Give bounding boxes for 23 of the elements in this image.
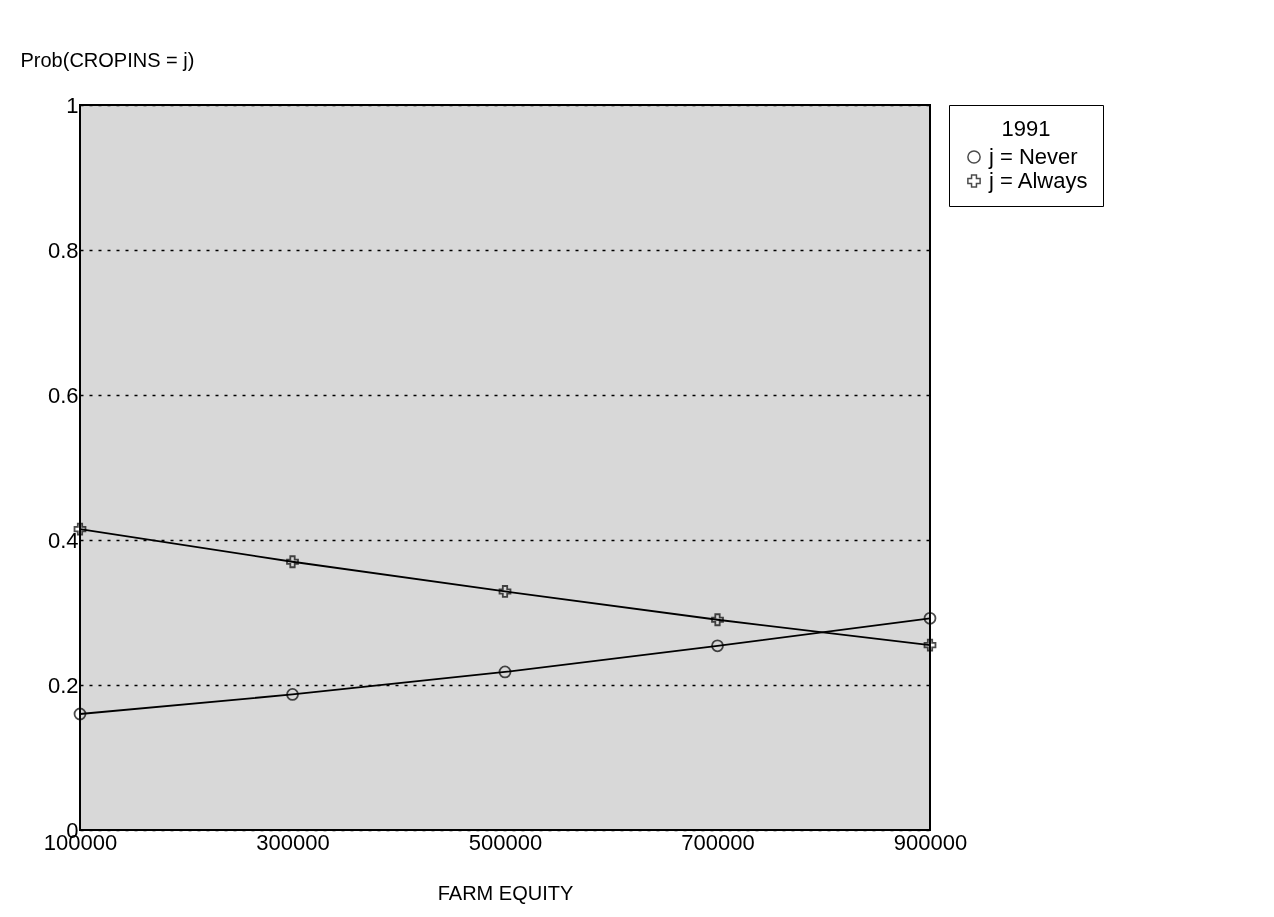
point xyxy=(498,585,512,598)
y-tick-label: 0.2 xyxy=(47,672,79,698)
point xyxy=(286,555,299,569)
x-tick-label: 500000 xyxy=(468,829,543,855)
point xyxy=(711,639,724,653)
point xyxy=(286,688,299,701)
x-tick-label: 300000 xyxy=(256,829,330,855)
y-tick-label: 0.4 xyxy=(47,527,79,553)
point xyxy=(711,613,724,627)
x-axis-title: FARM EQUITY xyxy=(437,881,574,904)
point xyxy=(73,707,87,721)
x-tick-label: 900000 xyxy=(893,829,968,855)
point xyxy=(498,665,512,679)
point xyxy=(923,611,937,625)
y-tick-label: 0.6 xyxy=(47,382,79,408)
x-tick-label: 700000 xyxy=(681,829,755,855)
y-tick-label: 1 xyxy=(66,92,79,118)
y-axis-title: Prob(CROPINS = j) xyxy=(20,48,195,71)
legend-label: j = Always xyxy=(988,168,1088,193)
legend-title: 1991 xyxy=(1001,116,1051,141)
point xyxy=(923,638,937,652)
y-tick-label: 0.8 xyxy=(47,237,79,263)
legend-label: j = Never xyxy=(988,144,1078,169)
